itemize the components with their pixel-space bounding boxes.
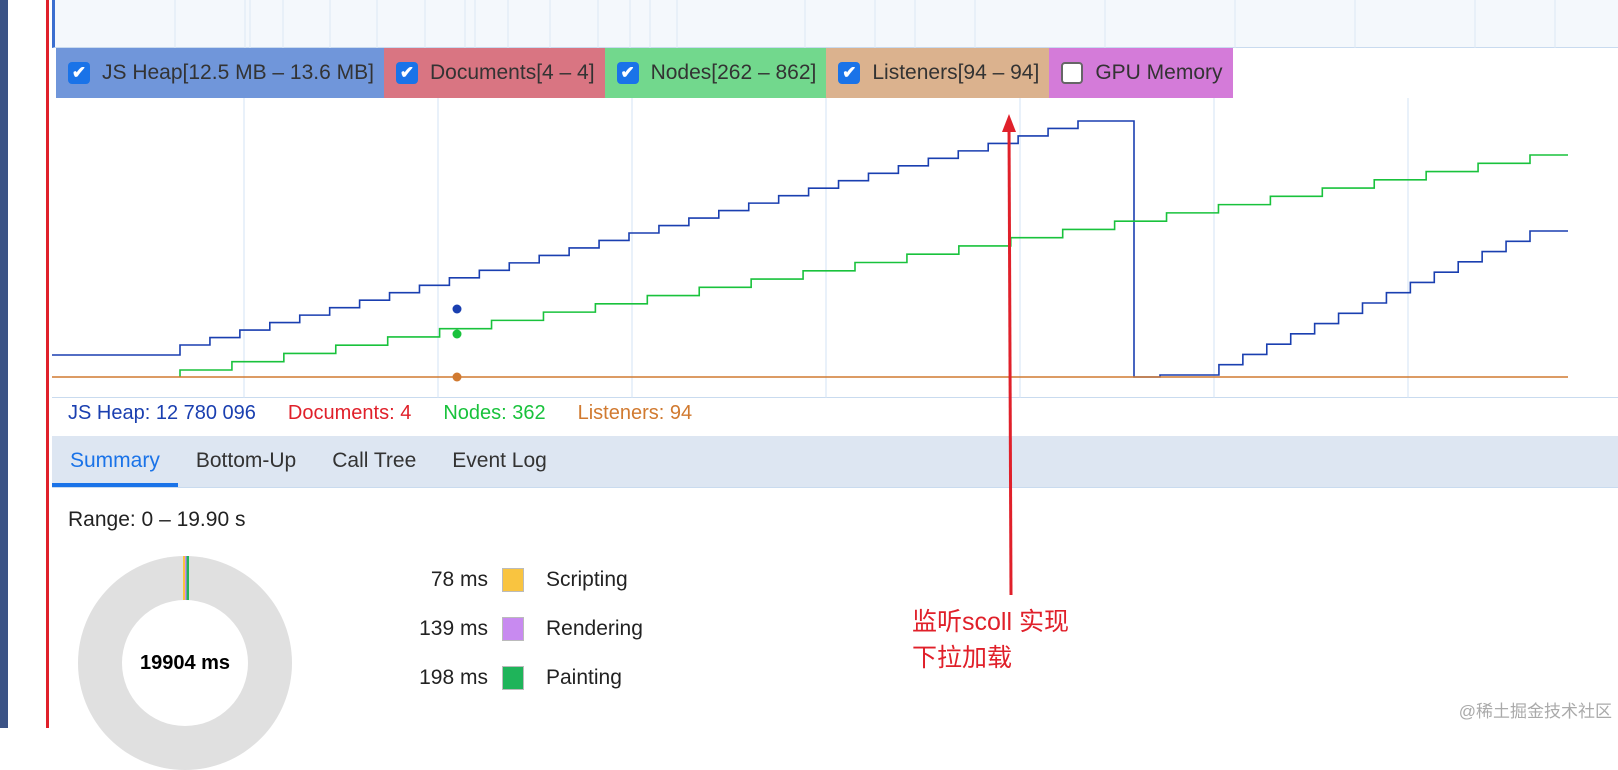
- donut-activity-slices: [183, 556, 189, 600]
- breakdown-row: 198 ms Painting: [380, 666, 622, 690]
- checkbox[interactable]: ✔: [838, 62, 861, 84]
- breakdown-value: 139 ms: [419, 617, 488, 640]
- documents-counter: Documents: 4: [287, 402, 412, 424]
- legend-label: JS Heap[12.5 MB – 13.6 MB]: [102, 61, 374, 84]
- nodes-line: [179, 154, 1568, 377]
- nodes-counter: Nodes: 362: [443, 402, 546, 424]
- breakdown-value: 78 ms: [430, 568, 488, 591]
- checkbox[interactable]: [1061, 62, 1084, 84]
- js-heap-line: [52, 120, 1568, 378]
- legend-item[interactable]: ✔ JS Heap[12.5 MB – 13.6 MB]: [56, 48, 384, 98]
- left-panel-edge: [0, 0, 8, 728]
- legend-item[interactable]: ✔ Documents[4 – 4]: [383, 48, 605, 98]
- js-heap-counter: JS Heap: 12 780 096: [68, 402, 256, 424]
- breakdown-value: 198 ms: [419, 666, 488, 689]
- hover-marker: [452, 329, 462, 339]
- legend-item[interactable]: GPU Memory: [1049, 48, 1233, 98]
- memory-graph[interactable]: [52, 98, 1618, 398]
- color-swatch: [502, 568, 524, 592]
- timeline-overview[interactable]: [52, 0, 1618, 48]
- legend-label: GPU Memory: [1095, 61, 1223, 84]
- memory-counters: JS Heap: 12 780 096 Documents: 4 Nodes: …: [68, 402, 692, 425]
- tab-summary[interactable]: Summary: [52, 436, 178, 487]
- memory-legend: ✔ JS Heap[12.5 MB – 13.6 MB] ✔ Documents[4 …: [56, 48, 1233, 98]
- legend-label: Documents[4 – 4]: [429, 61, 595, 84]
- breakdown-row: 139 ms Rendering: [380, 617, 643, 641]
- breakdown-label: Rendering: [546, 617, 643, 640]
- breakdown-label: Painting: [546, 666, 622, 689]
- tab-call-tree[interactable]: Call Tree: [332, 449, 417, 472]
- breakdown-label: Scripting: [546, 568, 628, 591]
- legend-label: Listeners[94 – 94]: [872, 61, 1040, 84]
- legend-label: Nodes[262 – 862]: [650, 61, 817, 84]
- annotation-text: 监听scoll 实现 下拉加载: [912, 608, 1069, 672]
- checkbox[interactable]: ✔: [68, 62, 90, 84]
- details-tabs: Summary Bottom-Up Call Tree Event Log: [52, 436, 1618, 488]
- total-time: 19904 ms: [139, 651, 231, 674]
- checkbox[interactable]: ✔: [616, 62, 639, 84]
- color-swatch: [502, 617, 524, 641]
- hover-marker: [452, 372, 462, 382]
- hover-marker: [452, 304, 462, 314]
- legend-item[interactable]: ✔ Listeners[94 – 94]: [826, 48, 1050, 98]
- time-cursor-line: [46, 0, 49, 728]
- breakdown-row: 78 ms Scripting: [380, 568, 628, 592]
- watermark: @稀土掘金技术社区: [1458, 702, 1612, 721]
- listeners-counter: Listeners: 94: [577, 402, 693, 424]
- summary-donut-chart: 19904 ms: [78, 556, 292, 770]
- checkbox[interactable]: ✔: [395, 62, 418, 84]
- tab-bottom-up[interactable]: Bottom-Up: [195, 449, 297, 472]
- color-swatch: [502, 666, 524, 690]
- range-label: Range: 0 – 19.90 s: [68, 508, 246, 531]
- tab-event-log[interactable]: Event Log: [452, 449, 547, 472]
- annotation-arrow: [1002, 114, 1016, 596]
- legend-item[interactable]: ✔ Nodes[262 – 862]: [604, 48, 827, 98]
